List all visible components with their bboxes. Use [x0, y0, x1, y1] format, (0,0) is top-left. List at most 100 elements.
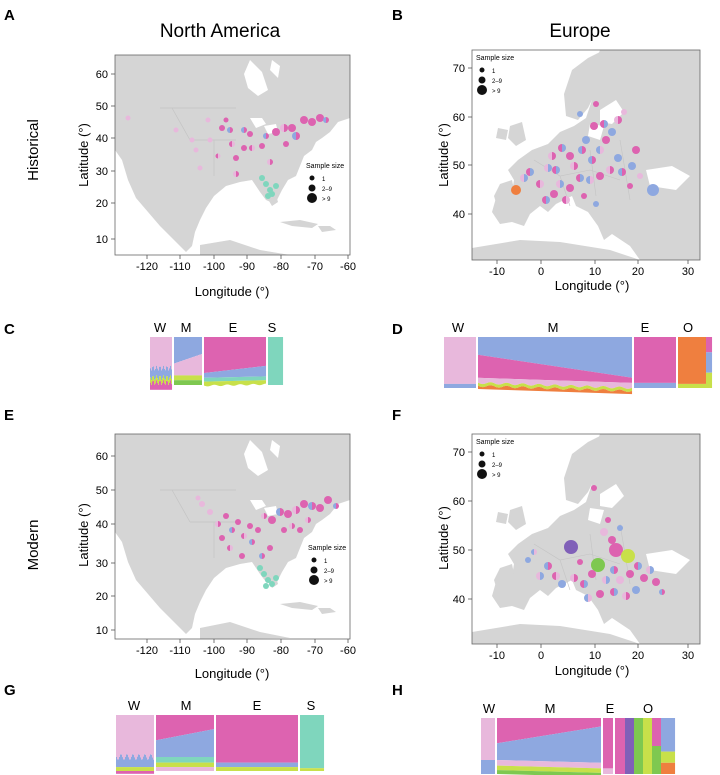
sample-point-wedge — [544, 562, 548, 570]
structure-bar — [512, 718, 514, 741]
structure-bar — [625, 391, 627, 394]
structure-bar — [144, 767, 146, 771]
structure-bar — [583, 370, 585, 382]
structure-bar — [259, 767, 261, 771]
structure-bar — [708, 372, 710, 388]
structure-bar — [572, 368, 574, 381]
row-label-modern: Modern — [25, 520, 42, 571]
structure-bar — [163, 757, 165, 763]
structure-bar — [659, 718, 661, 746]
structure-bar — [566, 732, 568, 762]
structure-bar — [553, 387, 555, 392]
structure-bar — [198, 337, 200, 356]
structure-bar — [533, 337, 535, 364]
structure-bar — [152, 715, 154, 758]
structure-bar — [482, 384, 484, 388]
structure-bar — [488, 382, 490, 386]
structure-bar — [156, 375, 158, 381]
structure-bar — [565, 337, 567, 368]
structure-bar — [232, 369, 234, 378]
structure-bar — [152, 376, 154, 382]
structure-bar — [624, 718, 626, 774]
structure-bar — [316, 715, 318, 769]
structure-bar — [486, 337, 488, 357]
structure-bar — [209, 729, 211, 757]
structure-bar — [261, 715, 263, 763]
structure-bar — [220, 371, 222, 378]
structure-bar — [506, 378, 508, 383]
structure-bar — [216, 762, 218, 768]
structure-bar — [652, 382, 654, 388]
structure-bar — [234, 377, 236, 381]
structure-bar — [143, 771, 145, 774]
sample-point-wedge — [588, 594, 592, 602]
structure-bar — [176, 757, 178, 763]
structure-bar — [562, 367, 564, 381]
structure-bar — [561, 771, 563, 775]
structure-bar — [624, 382, 626, 389]
structure-bar — [520, 760, 522, 767]
structure-bar — [173, 757, 175, 763]
structure-bar — [193, 762, 195, 768]
structure-bar — [564, 389, 566, 392]
structure-bar — [162, 739, 164, 757]
structure-bar — [579, 718, 581, 730]
structure-bar — [525, 738, 527, 761]
structure-bar — [194, 732, 196, 757]
structure-bar — [447, 383, 449, 388]
structure-bar — [166, 380, 168, 390]
structure-bar — [189, 375, 191, 381]
structure-bar — [607, 337, 609, 375]
structure-bar — [242, 762, 244, 768]
structure-bar — [250, 767, 252, 771]
structure-bar — [183, 360, 185, 376]
structure-bar — [245, 715, 247, 763]
structure-bar — [198, 380, 200, 385]
structure-bar — [230, 767, 232, 771]
structure-bar — [495, 386, 497, 390]
structure-bar — [614, 387, 616, 391]
y-axis-label-b: Latitude (°) — [436, 123, 451, 187]
structure-bar — [651, 337, 653, 383]
structure-bar — [182, 735, 184, 757]
structure-bar — [573, 385, 575, 389]
structure-bar — [588, 768, 590, 773]
structure-bar — [460, 337, 462, 384]
structure-bar — [147, 715, 149, 760]
structure-bar — [165, 379, 167, 385]
structure-bar — [594, 372, 596, 382]
structure-bar — [665, 337, 667, 383]
structure-bar — [165, 738, 167, 757]
structure-bar — [197, 380, 199, 385]
structure-bar — [489, 760, 491, 774]
structure-bar — [638, 382, 640, 388]
structure-bar — [591, 718, 593, 729]
structure-bar — [168, 767, 170, 771]
structure-bar — [531, 770, 533, 775]
structure-bar — [532, 718, 534, 738]
structure-bar — [169, 737, 171, 757]
structure-bar — [245, 380, 247, 386]
structure-bar — [673, 718, 675, 752]
structure-bar — [188, 762, 190, 768]
structure-bar — [474, 383, 476, 388]
structure-bar — [591, 762, 593, 769]
structure-bar — [304, 715, 306, 769]
structure-bar — [594, 762, 596, 769]
structure-bar — [530, 760, 532, 767]
structure-bar — [282, 767, 284, 771]
structure-bar — [494, 357, 496, 379]
structure-bar — [686, 337, 688, 384]
structure-bar — [486, 718, 488, 760]
structure-bar — [247, 767, 249, 771]
structure-bar — [158, 337, 160, 371]
structure-bar — [183, 734, 185, 757]
structure-bar — [200, 354, 202, 376]
structure-bar — [313, 768, 315, 771]
structure-bar — [257, 376, 259, 381]
structure-bar — [309, 768, 311, 771]
structure-bar — [509, 765, 511, 771]
structure-bar — [609, 374, 611, 383]
structure-bar — [597, 718, 599, 728]
structure-bar — [486, 383, 488, 387]
